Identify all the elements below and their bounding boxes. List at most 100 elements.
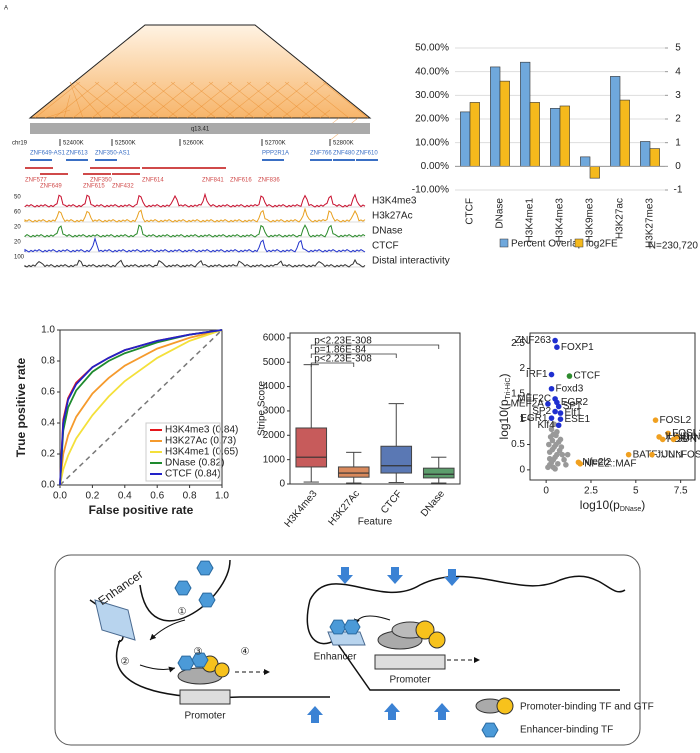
point bbox=[554, 451, 560, 458]
band-label: q13.41 bbox=[191, 127, 210, 133]
y-tick-label: 6000 bbox=[263, 333, 286, 344]
track-scale: 50 bbox=[14, 195, 21, 201]
bar bbox=[499, 80, 510, 167]
x-tick-label: H3K4me3 bbox=[555, 198, 566, 243]
legend-frame bbox=[145, 422, 221, 482]
y-tick-label: 1.5 bbox=[511, 388, 525, 399]
y2-tick-label: -1 bbox=[674, 185, 683, 196]
contact-stripe bbox=[75, 81, 122, 119]
y-tick-label: 5000 bbox=[263, 357, 286, 368]
contact-stripe bbox=[186, 81, 233, 119]
contact-stripe bbox=[167, 81, 214, 119]
point-label: MEF2A bbox=[511, 399, 545, 410]
contact-stripe bbox=[91, 81, 138, 119]
point-label: BATF::JUN bbox=[633, 449, 683, 460]
contact-stripe bbox=[170, 81, 217, 119]
panel-label: A bbox=[4, 6, 8, 12]
chromosome-band bbox=[30, 123, 370, 134]
point bbox=[564, 451, 571, 458]
gene-label: ZNF649-AS1 bbox=[30, 151, 66, 157]
point bbox=[553, 432, 559, 439]
contact-stripe bbox=[281, 81, 328, 119]
plot-frame bbox=[529, 332, 696, 481]
tf-hexagon bbox=[198, 592, 216, 608]
tf-hexagon bbox=[343, 619, 361, 635]
x-tick-label: DNase bbox=[495, 198, 506, 229]
contact-stripe bbox=[303, 81, 350, 119]
legend-label: DNase (0.82) bbox=[165, 458, 224, 469]
coord-label: 52400K bbox=[63, 141, 84, 147]
x-tick-label: DNase bbox=[419, 488, 447, 519]
point bbox=[545, 401, 551, 407]
chrom-label: chr19 bbox=[12, 141, 28, 147]
gene-label: ZNF577 bbox=[25, 178, 47, 184]
bar bbox=[469, 102, 480, 167]
legend-swatch bbox=[499, 238, 509, 248]
bar bbox=[640, 141, 651, 167]
track-signal bbox=[24, 224, 366, 238]
point-label: MEF2C bbox=[517, 394, 551, 405]
bar bbox=[550, 108, 561, 167]
step: ④ bbox=[241, 647, 250, 658]
diagram-label: Enhancer bbox=[314, 652, 357, 663]
point-label: Nfe2l2 bbox=[582, 457, 611, 468]
label-subscript: Tri-HiC bbox=[505, 378, 512, 400]
contact-stripe bbox=[34, 81, 81, 119]
point bbox=[625, 451, 632, 458]
contact-stripe bbox=[69, 81, 103, 119]
bar bbox=[490, 66, 501, 167]
tf-hexagon bbox=[174, 580, 192, 596]
contact-stripe bbox=[205, 81, 252, 119]
y-axis-label: Stripe Score bbox=[257, 381, 268, 436]
gene-label: ZNF350-AS1 bbox=[95, 151, 131, 157]
point-label: ZNF263 bbox=[515, 335, 552, 346]
bar bbox=[520, 61, 531, 167]
significance-bracket bbox=[310, 344, 440, 349]
gene-label: ZNF841 bbox=[202, 178, 224, 184]
tf-hexagon bbox=[329, 619, 347, 635]
point bbox=[550, 464, 557, 471]
y-tick-label: 0 bbox=[519, 465, 525, 476]
plot-frame bbox=[289, 332, 461, 485]
point bbox=[551, 421, 558, 428]
plot-frame bbox=[59, 329, 223, 486]
y2-tick-label: 0 bbox=[675, 161, 681, 172]
roc-curve bbox=[59, 329, 223, 486]
x-tick-label: 0.0 bbox=[53, 491, 67, 502]
y2-tick-label: 4 bbox=[675, 66, 681, 77]
track-label: Distal interactivity bbox=[372, 256, 450, 267]
point-label: EGR1 bbox=[520, 413, 548, 424]
enhancer-left bbox=[94, 599, 136, 641]
x-tick-label: 7.5 bbox=[674, 486, 688, 497]
gene-label: ZNF432 bbox=[112, 184, 134, 190]
point bbox=[554, 344, 560, 350]
contact-stripe bbox=[265, 81, 312, 119]
p-value: p=1.86E-84 bbox=[314, 345, 366, 356]
point-label: EGR2 bbox=[561, 397, 589, 408]
point bbox=[549, 437, 556, 444]
gene-label: PPP2R1A bbox=[262, 151, 289, 157]
legend-label: CTCF (0.84) bbox=[165, 469, 221, 480]
roc-curve bbox=[59, 329, 223, 486]
tf-right bbox=[428, 631, 446, 649]
y-tick-label: 1.0 bbox=[41, 325, 55, 336]
point bbox=[561, 456, 567, 463]
y-axis-label: log10(pTri-HiC) bbox=[497, 374, 512, 440]
x-axis-label: False positive rate bbox=[89, 503, 194, 517]
x-tick-label: 5 bbox=[633, 486, 639, 497]
legend-tf bbox=[496, 697, 514, 715]
x-tick-label: CTCF bbox=[379, 489, 405, 517]
contact-map-texture bbox=[34, 81, 369, 141]
step: ① bbox=[178, 607, 187, 618]
force-arrow bbox=[444, 569, 460, 586]
coord-label: 52500K bbox=[115, 141, 136, 147]
point bbox=[557, 416, 564, 422]
gene-label: ZNF613 bbox=[66, 151, 88, 157]
box bbox=[337, 466, 370, 478]
point-label: JUN::FOS bbox=[656, 449, 700, 460]
y-tick-label: 2 bbox=[519, 363, 525, 374]
x-tick-label: 0.8 bbox=[183, 491, 197, 502]
y-tick-label: 0.0 bbox=[41, 480, 55, 491]
